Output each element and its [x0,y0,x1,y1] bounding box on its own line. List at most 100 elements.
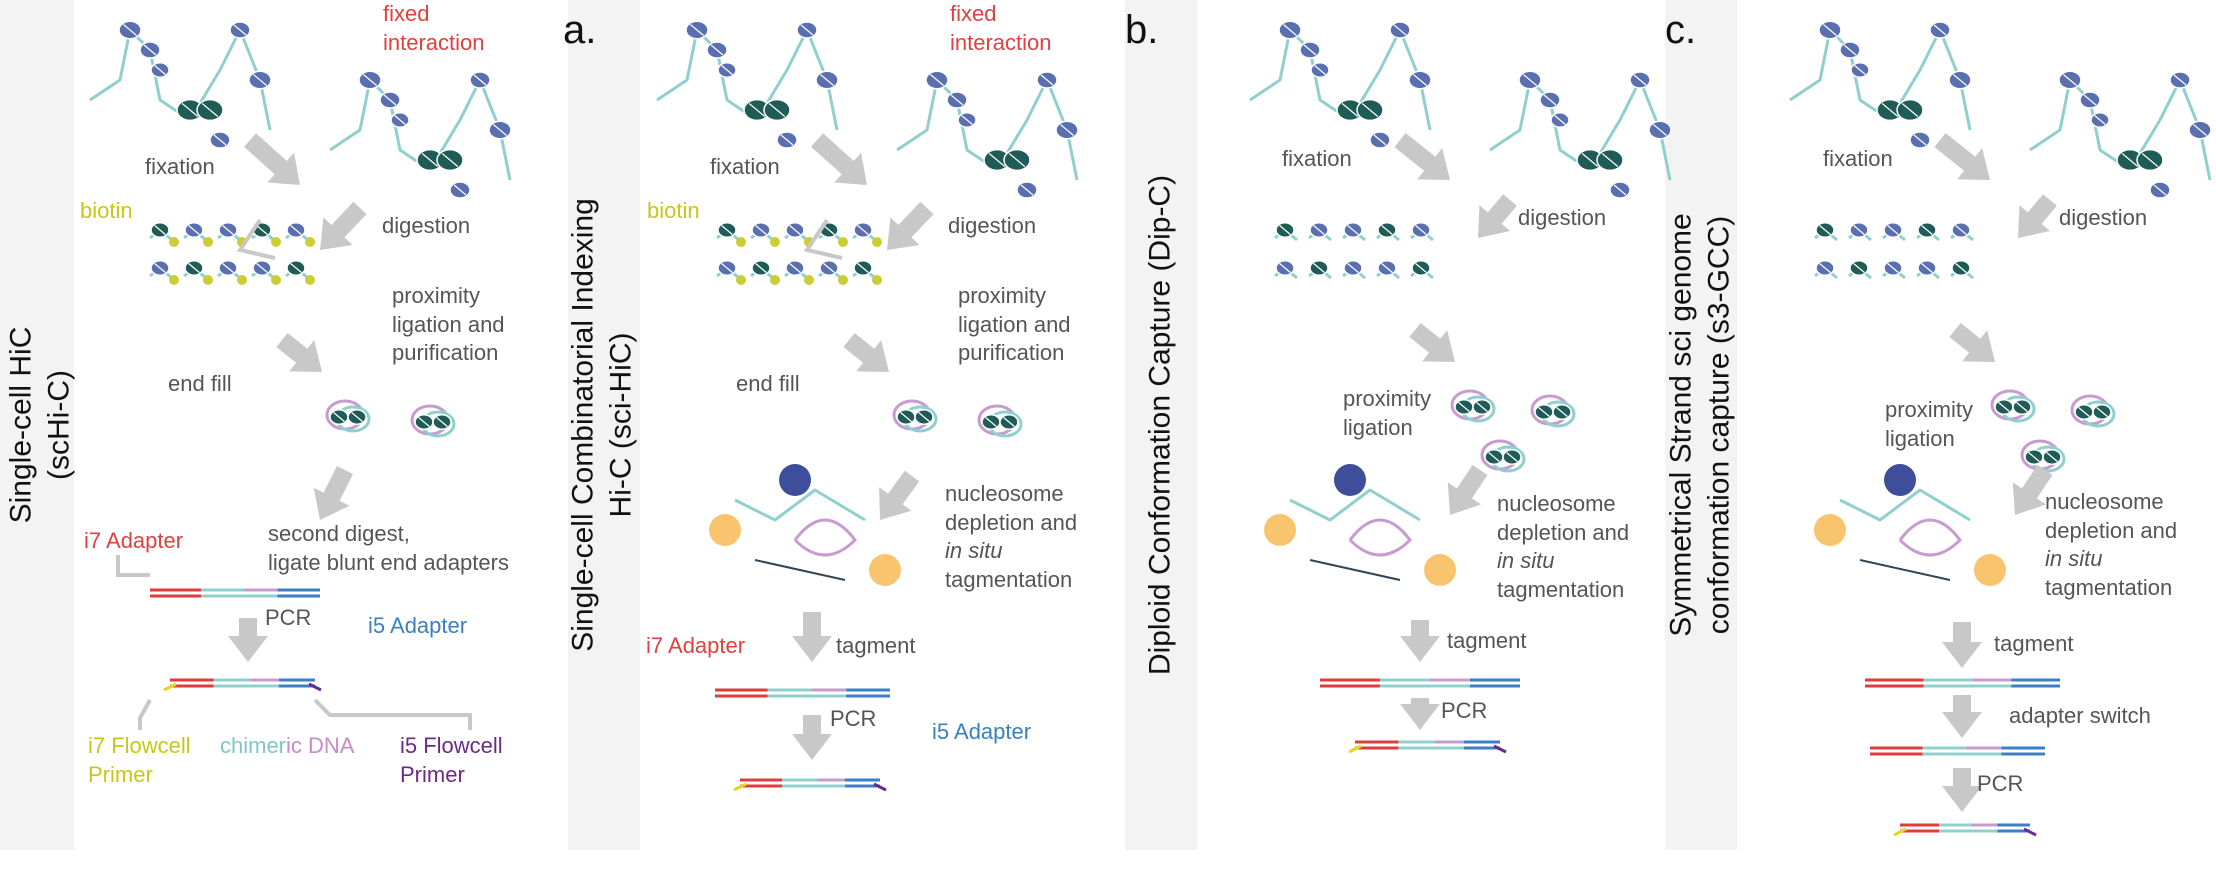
label-i5-adapter: i5 Adapter [368,613,468,638]
biotin-dot-icon [838,237,848,247]
label-biotin: biotin [80,198,133,223]
nucleosome-icon [710,44,724,56]
nucleosome-icon [1476,402,1488,412]
label-pcr: PCR [1977,771,2024,796]
nucleosome-icon [1955,225,1967,235]
biotin-dot-icon [271,237,281,247]
label-i7-adapter: i7 Adapter [84,528,184,553]
nucleosome-icon [1854,65,1866,75]
nucleosome-icon [1933,24,1947,36]
nucleosome-icon [2153,184,2167,196]
biotin-dot-icon [770,237,780,247]
label-line: tagmentation [2045,574,2173,600]
biotin-dot-icon [169,275,179,285]
label-i7-flowcell-primer: i7 Flowcell Primer [88,732,191,789]
biotin-dot-icon [271,275,281,285]
leader-line [116,555,150,577]
nucleosome-icon [930,74,944,86]
chromatin-fiber-icon [1289,488,1421,522]
nucleosome-icon [1653,124,1667,136]
nucleosome-icon [1921,263,1933,273]
label-line: ligation [1343,414,1413,440]
nucleosome-icon [473,74,487,86]
chromatin-fiber-icon [329,78,512,181]
tn5-transposase-icon [1424,554,1456,586]
label-line: ligation and [958,311,1071,337]
nucleosome-icon [1314,65,1326,75]
label-line: proximity [1343,386,1432,411]
label-line: tagmentation [1497,576,1625,602]
nucleosome-icon [1303,44,1317,56]
label-line: Primer [400,761,465,787]
dna-fragment-icon [1309,559,1401,581]
nucleosome-icon [2094,115,2106,125]
label-i5-adapter: i5 Adapter [932,719,1032,744]
nucleosome-icon [1008,153,1026,167]
nucleosome-icon [2083,94,2097,106]
nucleosome-icon [721,225,733,235]
nucleosome-icon [418,417,430,427]
label-second-digest: second digest, ligate blunt end adapters [268,520,509,577]
sidebar-schic-shade [0,0,74,850]
biotin-dot-icon [203,275,213,285]
tn5-transposase-icon [1334,464,1366,496]
label-fixation: fixation [1823,146,1893,171]
label-line: proximity [392,283,481,308]
nucleosome-icon [2046,452,2058,462]
dna-fragment-icon [1348,744,1362,754]
process-arrow-icon [1400,620,1440,662]
process-arrow-icon [1394,132,1450,180]
panel-letter-b: b. [1125,8,1159,52]
nucleosome-icon [1955,263,1967,273]
nucleosome-icon [436,417,448,427]
dna-fragment-icon [1859,559,1951,581]
process-arrow-icon [276,332,322,372]
label-line: proximity [958,283,1047,308]
nucleosome-icon [1347,225,1359,235]
chromatin-fiber-icon [1789,28,1972,131]
nucleosome-icon [1633,74,1647,86]
biotin-dot-icon [838,275,848,285]
nucleosome-icon [1901,103,1919,117]
biotin-dot-icon [872,275,882,285]
label-nucleosome-depletion: nucleosome depletion and in situ tagment… [945,480,1077,594]
leader-line [313,698,472,730]
process-arrow-icon [1400,698,1440,730]
biotin-dot-icon [736,275,746,285]
nucleosome-icon [1601,153,1619,167]
nucleosome-icon [1361,103,1379,117]
process-arrow-icon [1478,194,1517,238]
label-proximity-ligation: proximity ligation and purification [392,282,505,368]
nucleosome-icon [1313,225,1325,235]
label-part: chimer [220,733,287,758]
nucleosome-icon [721,263,733,273]
label-line: purification [958,340,1065,366]
label-fixation: fixation [710,154,780,179]
process-arrow-icon [1942,695,1982,738]
nucleosome-icon [1506,452,1518,462]
nucleosome-icon [1538,407,1550,417]
nucleosome-icon [1881,103,1899,117]
sidebar-scihic-shade [568,0,640,850]
label-i7-adapter: i7 Adapter [646,633,746,658]
process-arrow-icon [792,715,832,760]
label-tagment: tagment [1447,628,1527,653]
nucleosome-icon [188,225,200,235]
nucleosome-icon [690,24,704,36]
nucleosome-icon [1413,74,1427,86]
nucleosome-icon [290,263,302,273]
label-line: ligation and [392,311,505,337]
nucleosome-icon [1373,134,1387,146]
nucleosome-icon [1341,103,1359,117]
label-fixation: fixation [1282,146,1352,171]
label-adapter-switch: adapter switch [2009,703,2151,728]
label-line: in situ [2045,546,2103,572]
label-proximity-ligation: proximity ligation and purification [958,282,1071,368]
chromatin-fiber-icon [1839,488,1971,522]
nucleosome-icon [453,184,467,196]
biotin-dot-icon [305,237,315,247]
process-arrow-icon [313,465,354,520]
process-arrow-icon [1447,465,1488,515]
label-pcr: PCR [1441,698,1488,723]
nucleosome-icon [1279,263,1291,273]
